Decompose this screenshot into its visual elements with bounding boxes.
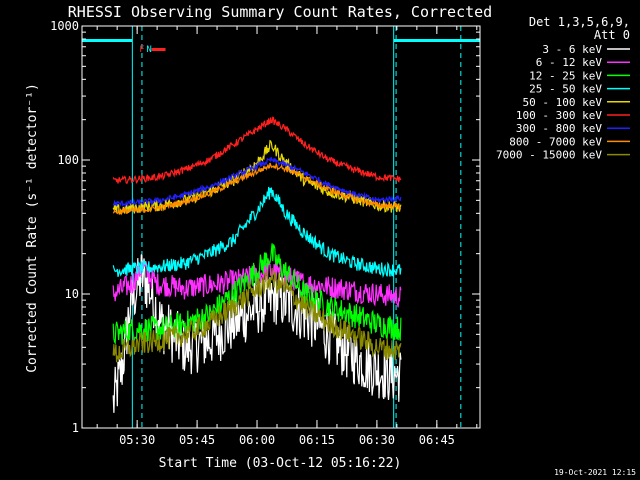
legend-label: 25 - 50 keV (529, 83, 602, 96)
plot-frame (81, 25, 481, 429)
y-tick-label: 10 (65, 287, 79, 301)
x-axis-label: Start Time (03-Oct-12 05:16:22) (159, 456, 402, 471)
y-tick-label: 100 (57, 153, 79, 167)
flare-flag-bar (151, 48, 166, 51)
x-tick-label: 06:15 (299, 433, 335, 447)
x-tick-label: 06:30 (359, 433, 395, 447)
legend-label: 100 - 300 keV (516, 109, 602, 122)
x-tick-label: 06:45 (419, 433, 455, 447)
series-line (112, 162, 401, 216)
y-tick-label: 1 (72, 421, 79, 435)
y-tick-label: 1000 (50, 19, 79, 33)
series-line (112, 268, 402, 363)
series-line (112, 116, 402, 185)
series-line (112, 186, 402, 278)
legend-header-det: Det 1,3,5,6,9, (529, 15, 630, 29)
x-tick-label: 05:30 (119, 433, 155, 447)
legend-label: 300 - 800 keV (516, 122, 602, 135)
x-tick-label: 06:00 (239, 433, 275, 447)
legend-label: 800 - 7000 keV (509, 135, 602, 148)
timestamp: 19-Oct-2021 12:15 (554, 468, 636, 477)
legend-header-att: Att 0 (594, 28, 630, 42)
series-line (112, 157, 402, 208)
x-tick-label: 05:45 (179, 433, 215, 447)
flag-label: N (146, 45, 151, 55)
axes: 1 10 100 1000 05:30 05:45 06:00 06:15 06:30 06:45 (50, 19, 481, 447)
y-axis-label: Corrected Count Rate (s⁻¹ detector⁻¹) (25, 83, 40, 373)
chart-title: RHESSI Observing Summary Count Rates, Co… (68, 3, 492, 21)
legend-label: 3 - 6 keV (542, 43, 602, 56)
saa-band (393, 39, 480, 42)
series-layer (112, 116, 402, 413)
legend-label: 12 - 25 keV (529, 69, 602, 82)
legend-label: 50 - 100 keV (523, 96, 603, 109)
saa-band (82, 39, 133, 42)
legend-label: 7000 - 15000 keV (496, 149, 602, 162)
legend-label: 6 - 12 keV (536, 56, 603, 69)
flag-label: F (139, 45, 144, 55)
